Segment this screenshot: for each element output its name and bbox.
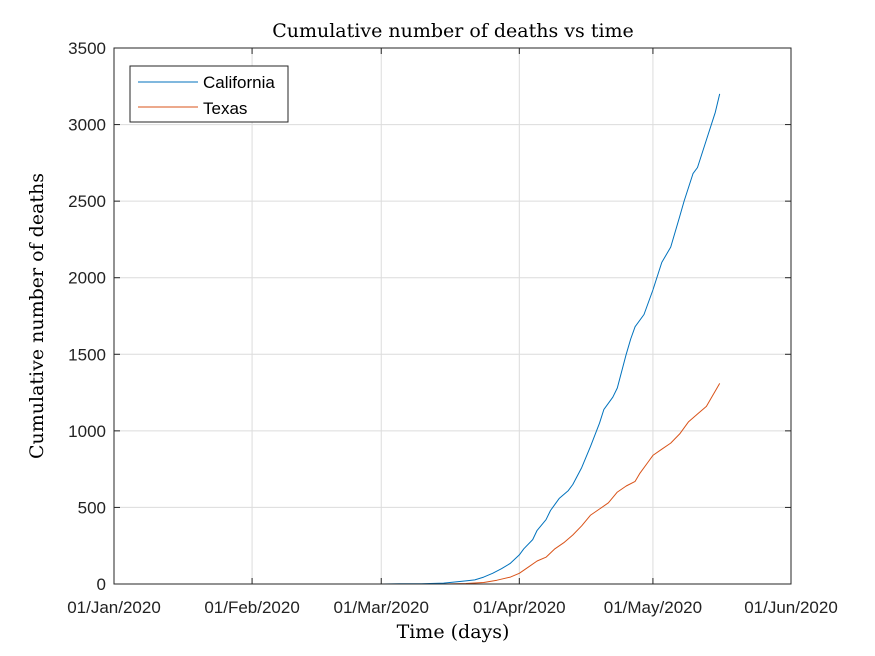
x-tick-label: 01/Jun/2020 [744,598,838,617]
series-lines [207,93,721,585]
legend-label-texas: Texas [203,99,247,118]
x-tick-label: 01/May/2020 [604,598,702,617]
x-tick-label: 01/Apr/2020 [473,598,566,617]
y-tick-label: 3000 [68,116,106,135]
legend-box [129,65,289,123]
x-axis-label: Time (days) [397,621,510,643]
y-tick-label: 3500 [68,39,106,58]
series-line-california [207,93,721,585]
plot-area-border [113,47,792,585]
y-tick-label: 2000 [68,269,106,288]
tick-marks [113,47,792,585]
y-axis-label: Cumulative number of deaths [26,173,48,459]
y-tick-labels: 0 500 1000 1500 2000 2500 3000 3500 [68,39,106,594]
x-tick-labels: 01/Jan/2020 01/Feb/2020 01/Mar/2020 01/Apr/… [67,598,838,617]
legend-label-california: California [203,73,275,92]
chart-title: Cumulative number of deaths vs time [272,20,634,42]
x-tick-label: 01/Jan/2020 [67,598,161,617]
legend: California Texas [129,65,289,123]
grid-lines [113,47,792,585]
x-tick-label: 01/Mar/2020 [334,598,429,617]
y-tick-label: 2500 [68,192,106,211]
y-tick-label: 1000 [68,422,106,441]
series-line-texas [207,383,721,585]
y-tick-label: 0 [97,575,106,594]
y-tick-label: 1500 [68,345,106,364]
y-tick-label: 500 [78,498,106,517]
x-tick-label: 01/Feb/2020 [204,598,299,617]
